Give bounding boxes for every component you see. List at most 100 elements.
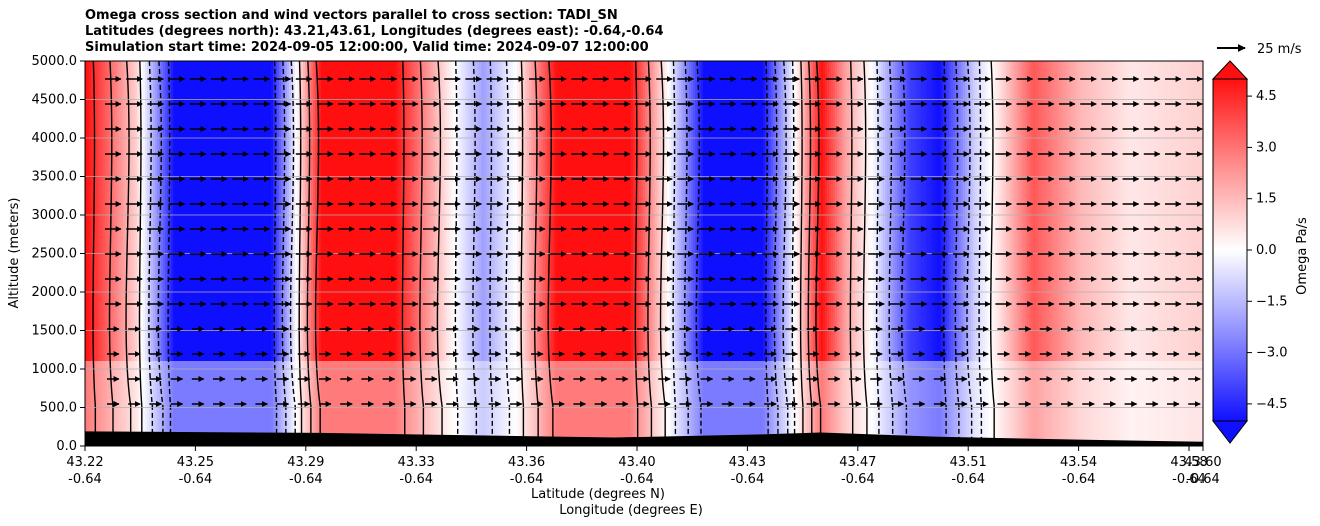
field-column xyxy=(413,61,416,361)
field-column xyxy=(491,61,494,361)
field-column-low xyxy=(437,361,440,446)
field-column-low xyxy=(225,361,228,446)
field-column xyxy=(983,61,986,361)
field-column xyxy=(483,61,486,361)
field-column xyxy=(641,61,644,361)
y-tick-label: 4000.0 xyxy=(32,131,78,146)
field-column xyxy=(575,61,578,361)
field-column xyxy=(737,61,740,361)
x-tick-label-lon: -0.64 xyxy=(731,472,765,487)
colorbar-tick-label: 0.0 xyxy=(1256,243,1277,258)
field-column xyxy=(481,61,484,361)
field-column-low xyxy=(421,361,424,446)
field-column xyxy=(583,61,586,361)
field-column xyxy=(399,61,402,361)
field-column xyxy=(627,61,630,361)
field-column-low xyxy=(165,361,168,446)
field-column xyxy=(429,61,432,361)
field-column-low xyxy=(1121,361,1124,446)
field-column xyxy=(99,61,102,361)
field-column-low xyxy=(317,361,320,446)
field-column xyxy=(1047,61,1050,361)
field-column-low xyxy=(671,361,674,446)
field-column-low xyxy=(761,361,764,446)
field-column-low xyxy=(585,361,588,446)
field-column xyxy=(321,61,324,361)
field-column xyxy=(747,61,750,361)
field-column-low xyxy=(755,361,758,446)
field-column xyxy=(823,61,826,361)
field-column xyxy=(767,61,770,361)
field-column-low xyxy=(357,361,360,446)
contour-line xyxy=(547,61,554,446)
field-column xyxy=(1037,61,1040,361)
contour-line xyxy=(148,61,154,446)
field-column xyxy=(473,61,476,361)
field-column-low xyxy=(335,361,338,446)
field-column xyxy=(671,61,674,361)
field-column xyxy=(1023,61,1026,361)
colorbar-extend-max xyxy=(1211,60,1249,80)
x-tick-label-lon: -0.64 xyxy=(399,472,433,487)
chart-title-line-1: Omega cross section and wind vectors par… xyxy=(85,8,618,23)
field-column-low xyxy=(695,361,698,446)
field-column xyxy=(1199,61,1202,361)
field-column-low xyxy=(571,361,574,446)
field-column-low xyxy=(715,361,718,446)
field-column xyxy=(1111,61,1114,361)
field-column xyxy=(303,61,306,361)
field-column xyxy=(445,61,448,361)
field-column xyxy=(1165,61,1168,361)
field-column xyxy=(667,61,670,361)
field-column xyxy=(365,61,368,361)
field-column xyxy=(493,61,496,361)
field-column-low xyxy=(95,361,98,446)
field-column xyxy=(859,61,862,361)
field-column xyxy=(105,61,108,361)
field-column xyxy=(185,61,188,361)
x-axis-label-line-2: Longitude (degrees E) xyxy=(559,503,703,518)
field-column xyxy=(899,61,902,361)
field-column xyxy=(799,61,802,361)
field-column xyxy=(775,61,778,361)
field-column-low xyxy=(119,361,122,446)
field-column xyxy=(639,61,642,361)
field-column-low xyxy=(713,361,716,446)
field-column xyxy=(985,61,988,361)
field-column xyxy=(529,61,532,361)
field-column xyxy=(201,61,204,361)
field-column xyxy=(865,61,868,361)
field-column xyxy=(475,61,478,361)
field-column xyxy=(361,61,364,361)
field-column-low xyxy=(93,361,96,446)
field-column xyxy=(423,61,426,361)
field-column xyxy=(151,61,154,361)
field-column xyxy=(735,61,738,361)
field-column xyxy=(327,61,330,361)
field-column-low xyxy=(947,361,950,446)
colorbar-label: Omega Pa/s xyxy=(1295,217,1310,295)
x-tick-label-lon: -0.64 xyxy=(1062,472,1096,487)
field-column xyxy=(271,61,274,361)
field-column xyxy=(451,61,454,361)
field-column xyxy=(819,61,822,361)
field-column-low xyxy=(931,361,934,446)
field-column xyxy=(835,61,838,361)
field-column xyxy=(947,61,950,361)
field-column-low xyxy=(313,361,316,446)
x-tick-label-lat: 43.36 xyxy=(508,455,545,470)
field-column xyxy=(531,61,534,361)
field-column-low xyxy=(123,361,126,446)
contour-line xyxy=(862,61,868,446)
field-column xyxy=(559,61,562,361)
field-column-low xyxy=(423,361,426,446)
field-column xyxy=(903,61,906,361)
field-column xyxy=(725,61,728,361)
field-column-low xyxy=(373,361,376,446)
field-column xyxy=(901,61,904,361)
y-tick-label: 1500.0 xyxy=(32,324,78,339)
field-column xyxy=(355,61,358,361)
field-column-low xyxy=(1009,361,1012,446)
field-column xyxy=(257,61,260,361)
